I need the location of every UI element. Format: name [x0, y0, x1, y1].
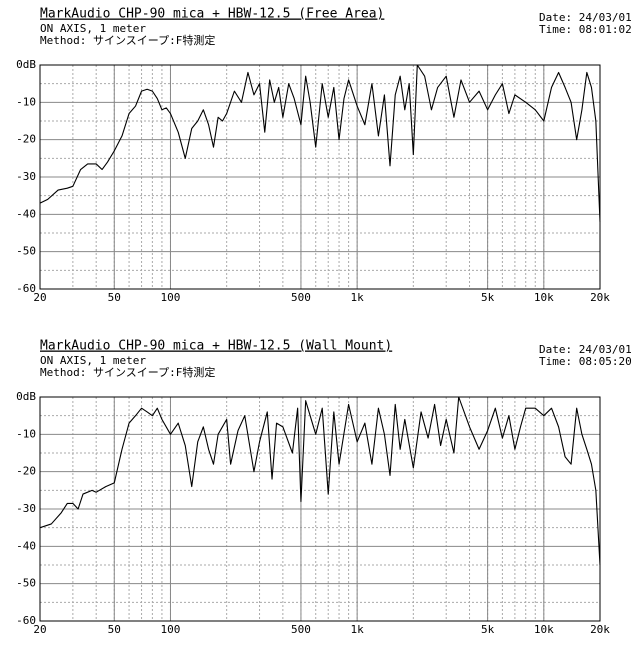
- y-tick-label: -20: [16, 133, 36, 146]
- y-tick-label: -10: [16, 427, 36, 440]
- x-tick-label: 20k: [590, 291, 610, 304]
- x-tick-label: 10k: [534, 291, 554, 304]
- response-line: [39, 64, 601, 222]
- subtitle: ON AXIS, 1 meter: [40, 354, 146, 367]
- time: Time: 08:05:20: [539, 355, 632, 368]
- x-tick-label: 5k: [481, 291, 495, 304]
- subtitle: Method: サインスイープ:F特測定: [40, 365, 215, 379]
- x-tick-label: 100: [161, 291, 181, 304]
- y-tick-label: 0dB: [16, 58, 36, 71]
- y-tick-label: -60: [16, 614, 36, 627]
- date: Date: 24/03/01: [539, 11, 632, 24]
- y-tick-label: -10: [16, 95, 36, 108]
- x-tick-label: 20k: [590, 623, 610, 636]
- x-tick-label: 50: [108, 291, 121, 304]
- y-tick-label: -50: [16, 245, 36, 258]
- chart-title: MarkAudio CHP-90 mica + HBW-12.5 (Wall M…: [40, 339, 392, 354]
- y-tick-label: -20: [16, 465, 36, 478]
- subtitle: Method: サインスイープ:F特測定: [40, 33, 215, 47]
- y-tick-label: -40: [16, 539, 36, 552]
- x-tick-label: 20: [33, 291, 46, 304]
- y-tick-label: -40: [16, 207, 36, 220]
- response-line: [39, 396, 601, 566]
- time: Time: 08:01:02: [539, 23, 632, 36]
- y-tick-label: -50: [16, 577, 36, 590]
- date: Date: 24/03/01: [539, 343, 632, 356]
- x-tick-label: 10k: [534, 623, 554, 636]
- x-tick-label: 500: [291, 623, 311, 636]
- x-tick-label: 1k: [351, 623, 365, 636]
- x-tick-label: 1k: [351, 291, 365, 304]
- y-tick-label: 0dB: [16, 390, 36, 403]
- y-tick-label: -60: [16, 282, 36, 295]
- y-tick-label: -30: [16, 170, 36, 183]
- plot-frame: [39, 64, 601, 290]
- plot-frame: [39, 396, 601, 622]
- x-tick-label: 100: [161, 623, 181, 636]
- x-tick-label: 500: [291, 291, 311, 304]
- y-tick-label: -30: [16, 502, 36, 515]
- x-tick-label: 50: [108, 623, 121, 636]
- x-tick-label: 5k: [481, 623, 495, 636]
- subtitle: ON AXIS, 1 meter: [40, 22, 146, 35]
- chart-title: MarkAudio CHP-90 mica + HBW-12.5 (Free A…: [40, 7, 384, 22]
- x-tick-label: 20: [33, 623, 46, 636]
